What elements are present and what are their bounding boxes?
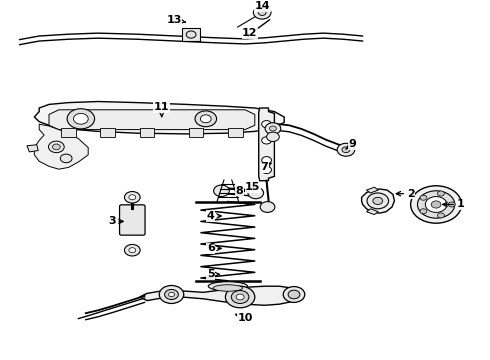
Circle shape [67,109,95,129]
Bar [61,128,76,137]
Circle shape [52,144,60,150]
Polygon shape [34,124,88,169]
Bar [100,128,115,137]
Circle shape [248,187,264,199]
Circle shape [425,197,447,212]
Circle shape [420,195,427,200]
Text: 3: 3 [108,216,123,226]
Text: 12: 12 [242,28,258,39]
Circle shape [373,197,383,204]
Circle shape [270,126,276,131]
Text: 8: 8 [235,186,246,196]
Circle shape [420,209,427,214]
Circle shape [283,287,305,302]
Circle shape [411,186,462,223]
Circle shape [288,290,300,299]
Circle shape [262,137,271,144]
Circle shape [262,166,271,174]
Circle shape [49,141,64,153]
Ellipse shape [208,282,247,291]
Polygon shape [140,286,301,305]
Circle shape [267,132,279,141]
Circle shape [74,113,88,124]
Circle shape [129,195,136,200]
Circle shape [431,201,441,208]
Text: 15: 15 [245,182,261,192]
Circle shape [253,6,271,19]
Text: 7: 7 [261,162,271,172]
Circle shape [186,31,196,38]
Circle shape [417,191,455,218]
Circle shape [262,121,271,128]
Circle shape [438,191,444,196]
Circle shape [265,123,281,134]
Circle shape [231,291,249,303]
Circle shape [60,154,72,163]
Circle shape [236,294,244,300]
Polygon shape [259,108,274,181]
Text: 4: 4 [207,211,221,221]
Ellipse shape [213,285,243,291]
Circle shape [124,192,140,203]
Circle shape [165,289,178,300]
Text: 1: 1 [443,199,465,210]
Circle shape [262,157,271,164]
Circle shape [195,111,217,127]
Circle shape [342,147,350,153]
Text: 14: 14 [254,1,270,12]
Polygon shape [49,110,255,130]
Circle shape [200,115,211,123]
Text: 2: 2 [396,189,415,199]
Text: 6: 6 [207,243,221,253]
Text: 11: 11 [154,102,170,117]
Bar [182,28,200,41]
Circle shape [448,202,455,207]
Circle shape [438,213,444,218]
Circle shape [169,292,174,297]
Text: 10: 10 [236,312,253,323]
Polygon shape [27,145,38,152]
Circle shape [225,286,255,308]
Circle shape [258,10,266,15]
Bar [189,128,203,137]
Circle shape [337,143,355,156]
Circle shape [159,285,184,303]
Circle shape [214,185,229,197]
Polygon shape [362,189,394,213]
Circle shape [129,248,136,253]
Bar [140,128,154,137]
Circle shape [260,202,275,212]
Bar [228,128,243,137]
FancyBboxPatch shape [120,205,145,235]
Text: 9: 9 [346,139,357,149]
Polygon shape [367,187,378,193]
Circle shape [124,244,140,256]
Circle shape [367,193,389,209]
Text: 13: 13 [166,15,185,25]
Polygon shape [367,209,378,215]
Text: 5: 5 [207,269,219,279]
Polygon shape [34,102,284,134]
